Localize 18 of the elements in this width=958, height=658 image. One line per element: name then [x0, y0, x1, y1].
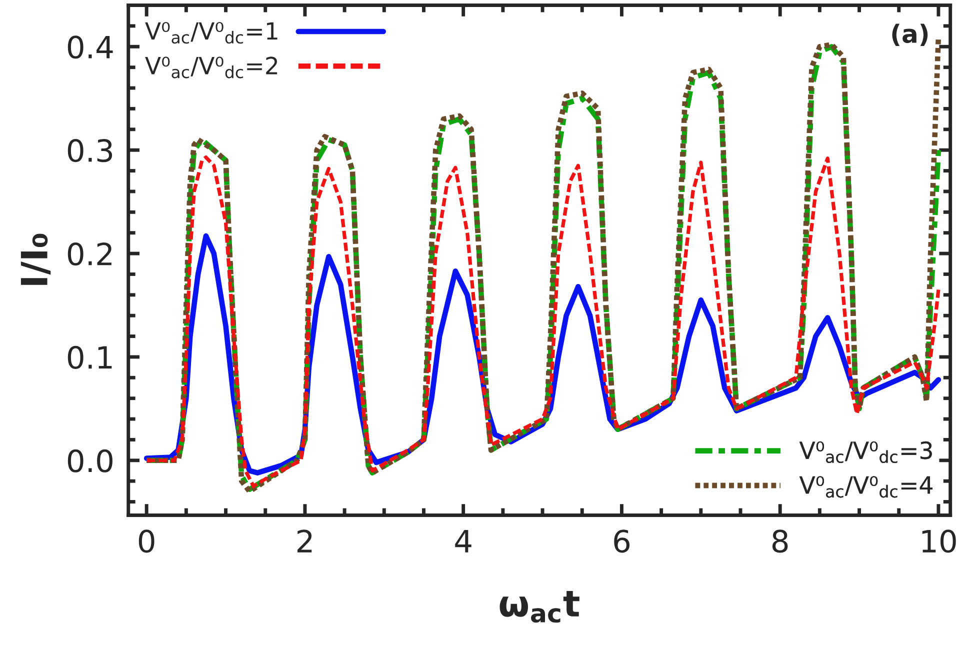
y-tick-label: 0.4: [68, 36, 113, 59]
legend-label: V⁰$_{ac}$/V⁰$_{dc}$=1: [145, 22, 278, 44]
y-tick-label: 0.3: [68, 139, 112, 162]
x-tick-label: 6: [614, 530, 630, 553]
y-axis-title: I/I₀: [20, 234, 51, 285]
text: V⁰$_{ac}$/V⁰$_{dc}$=4: [799, 476, 932, 498]
series-label: V⁰$_{ac}$/V⁰$_{dc}$=3: [799, 441, 932, 464]
annotation: (a): [892, 24, 928, 46]
x-tick-label: 8: [772, 530, 788, 553]
x-tick-label: 10: [922, 530, 956, 553]
x-tick-label: 0: [138, 530, 154, 553]
x-tick-label: 2: [297, 530, 312, 552]
legend-label: V⁰$_{ac}$/V⁰$_{dc}$=2: [145, 56, 278, 78]
x-axis-title: ω$_{ac}$t: [500, 591, 580, 623]
y-tick-label: 0.1: [68, 346, 112, 369]
x-tick-label: 4: [455, 530, 472, 552]
y-tick-label: 0.0: [68, 449, 112, 472]
y-tick-label: 0.2: [68, 242, 112, 266]
